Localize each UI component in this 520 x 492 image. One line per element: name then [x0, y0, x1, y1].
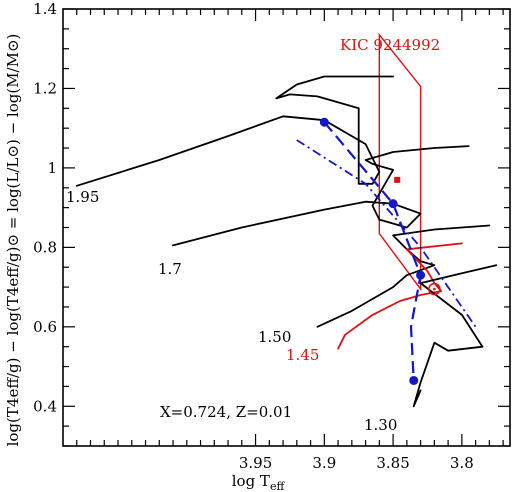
- blue-dot-3: [416, 270, 426, 280]
- series-isochrone-dashdot: [296, 139, 477, 328]
- x-tick-label: 3.95: [239, 454, 272, 472]
- series-1.45: [337, 242, 463, 350]
- x-axis-label-sub: eff: [270, 480, 286, 492]
- track-label-1.50: 1.50: [258, 328, 291, 346]
- track-label-1.30: 1.30: [364, 416, 397, 434]
- series-1.30: [412, 264, 498, 408]
- track-label-1.45: 1.45: [286, 346, 319, 364]
- y-tick-label: 0.4: [33, 397, 57, 415]
- x-tick-label: 3.9: [312, 454, 336, 472]
- blue-dot-1: [319, 117, 329, 127]
- series-1.50: [316, 224, 491, 328]
- track-label-1.7: 1.7: [158, 260, 182, 278]
- x-axis-label-main: log T: [232, 472, 270, 490]
- y-axis-label: log(T4eff/g) − log(T4eff/g)⊙ = log(L/L⊙)…: [4, 34, 22, 447]
- x-axis-label: log Teff: [232, 472, 286, 492]
- y-tick-label: 1.2: [33, 79, 57, 97]
- series-isochrone-dashed: [323, 121, 422, 381]
- series-1.7: [172, 145, 470, 247]
- x-tick-label: 3.8: [450, 454, 474, 472]
- y-tick-label: 0.6: [33, 318, 57, 336]
- composition-annotation: X=0.724, Z=0.01: [160, 403, 292, 421]
- object-label: KIC 9244992: [340, 36, 440, 54]
- x-tick-label: 3.85: [376, 454, 409, 472]
- blue-dot-2: [388, 199, 398, 209]
- axes: 3.95 3.9 3.85 3.8 0.4 0.6 0.8 1 1.2 1.4: [33, 0, 511, 472]
- series-1.95: [75, 75, 394, 187]
- y-tick-label: 0.8: [33, 238, 57, 256]
- red-open-circle: [428, 282, 441, 296]
- track-label-1.95: 1.95: [66, 188, 99, 206]
- red-open-circle-center: [433, 287, 436, 291]
- red-square: [394, 176, 401, 183]
- plot-area: 1.95 1.7 1.501.45 1.30: [66, 32, 498, 434]
- y-tick-label: 1: [47, 159, 57, 177]
- plot-frame: [62, 8, 511, 447]
- error-box: [378, 32, 422, 292]
- blue-dot-4: [409, 375, 419, 385]
- y-tick-label: 1.4: [33, 0, 57, 18]
